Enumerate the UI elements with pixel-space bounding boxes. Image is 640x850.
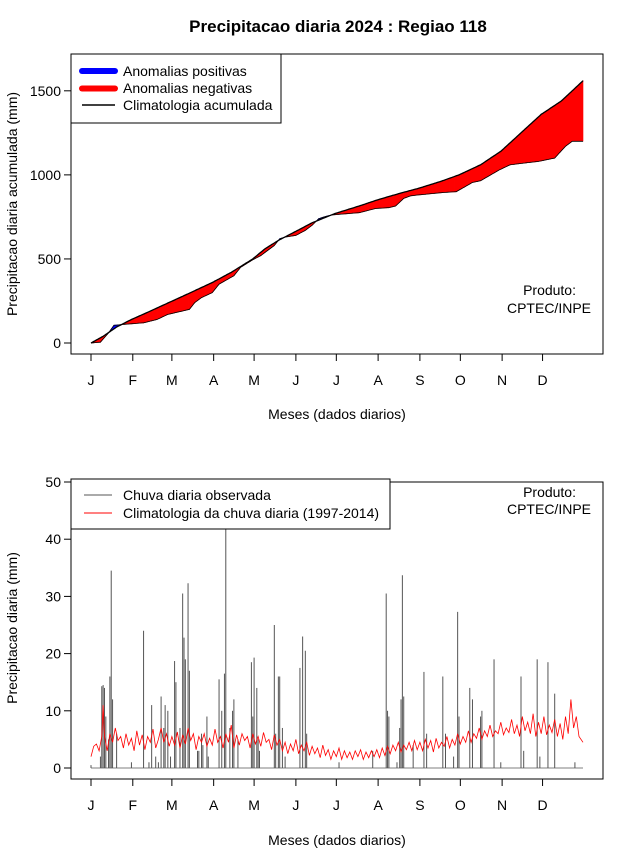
y-tick-label: 1500: [30, 83, 61, 99]
y-tick-label: 1000: [30, 167, 61, 183]
legend-label-positive: Anomalias positivas: [123, 63, 247, 79]
legend-label-climatology-daily: Climatologia da chuva diaria (1997-2014): [123, 505, 379, 521]
legend-box: [70, 478, 391, 530]
x-tick-label: J: [292, 797, 299, 813]
x-tick-label: S: [415, 797, 424, 813]
y-axis-label-top: Precipitacao diaria acumulada (mm): [4, 92, 20, 316]
y-tick-label: 0: [53, 760, 61, 776]
x-tick-label: J: [333, 372, 340, 388]
climatology-line-layer: [90, 699, 584, 761]
x-tick-label: A: [373, 372, 383, 388]
x-tick-label: S: [415, 372, 424, 388]
series-line-daily-climatology: [90, 699, 584, 761]
y-tick-label: 20: [45, 646, 61, 662]
daily-precipitation-chart: 0 10 20 30 40 50 J F M A M J J A S O N D Meses (dados di…: [4, 474, 604, 848]
credit-line-2: CPTEC/INPE: [507, 300, 591, 316]
x-tick-label: J: [333, 797, 340, 813]
y-tick-label: 30: [45, 588, 61, 604]
x-tick-label: A: [209, 372, 219, 388]
x-tick-label: O: [455, 372, 466, 388]
y-tick-label: 10: [45, 703, 61, 719]
y-axis-label-bottom: Precipitacao diaria (mm): [4, 552, 20, 704]
daily-rain-spikes-layer: [90, 510, 583, 769]
x-tick-label: M: [248, 372, 260, 388]
legend-bottom: Chuva diaria observada Climatologia da c…: [70, 478, 391, 530]
x-tick-label: N: [497, 372, 507, 388]
x-tick-label: J: [88, 797, 95, 813]
cumulative-precipitation-chart: Precipitacao diaria 2024 : Regiao 118 0 5…: [4, 17, 604, 422]
x-axis-label-top: Meses (dados diarios): [268, 406, 406, 422]
series-line-observed: [90, 140, 583, 344]
x-tick-label: M: [248, 797, 260, 813]
y-tick-label: 500: [38, 251, 62, 267]
y-tick-label: 0: [53, 335, 61, 351]
credit-line-2: CPTEC/INPE: [507, 501, 591, 517]
chart-title: Precipitacao diaria 2024 : Regiao 118: [189, 17, 487, 36]
cumulative-lines-layer: [90, 80, 584, 344]
x-tick-label: J: [292, 372, 299, 388]
x-tick-label: M: [166, 797, 178, 813]
y-axis-bottom: 0 10 20 30 40 50: [45, 474, 71, 776]
x-tick-label: M: [166, 372, 178, 388]
credit-line-1: Produto:: [523, 282, 576, 298]
x-tick-label: O: [455, 797, 466, 813]
anomaly-segment: [581, 80, 584, 142]
series-line-climatology: [90, 80, 584, 344]
x-tick-label: F: [129, 372, 138, 388]
y-axis-top: 0 500 1000 1500: [30, 83, 71, 351]
y-tick-label: 40: [45, 531, 61, 547]
x-tick-label: A: [209, 797, 219, 813]
x-tick-label: A: [373, 797, 383, 813]
legend-label-climatology: Climatologia acumulada: [123, 97, 273, 113]
x-tick-label: J: [88, 372, 95, 388]
x-axis-label-bottom: Meses (dados diarios): [268, 832, 406, 848]
x-tick-label: F: [129, 797, 138, 813]
legend-top: Anomalias positivas Anomalias negativas …: [70, 53, 282, 124]
x-tick-label: D: [537, 372, 547, 388]
legend-label-observed: Chuva diaria observada: [123, 487, 271, 503]
credit-line-1: Produto:: [523, 484, 576, 500]
y-tick-label: 50: [45, 474, 61, 490]
x-tick-label: N: [497, 797, 507, 813]
legend-label-negative: Anomalias negativas: [123, 80, 252, 96]
x-tick-label: D: [537, 797, 547, 813]
